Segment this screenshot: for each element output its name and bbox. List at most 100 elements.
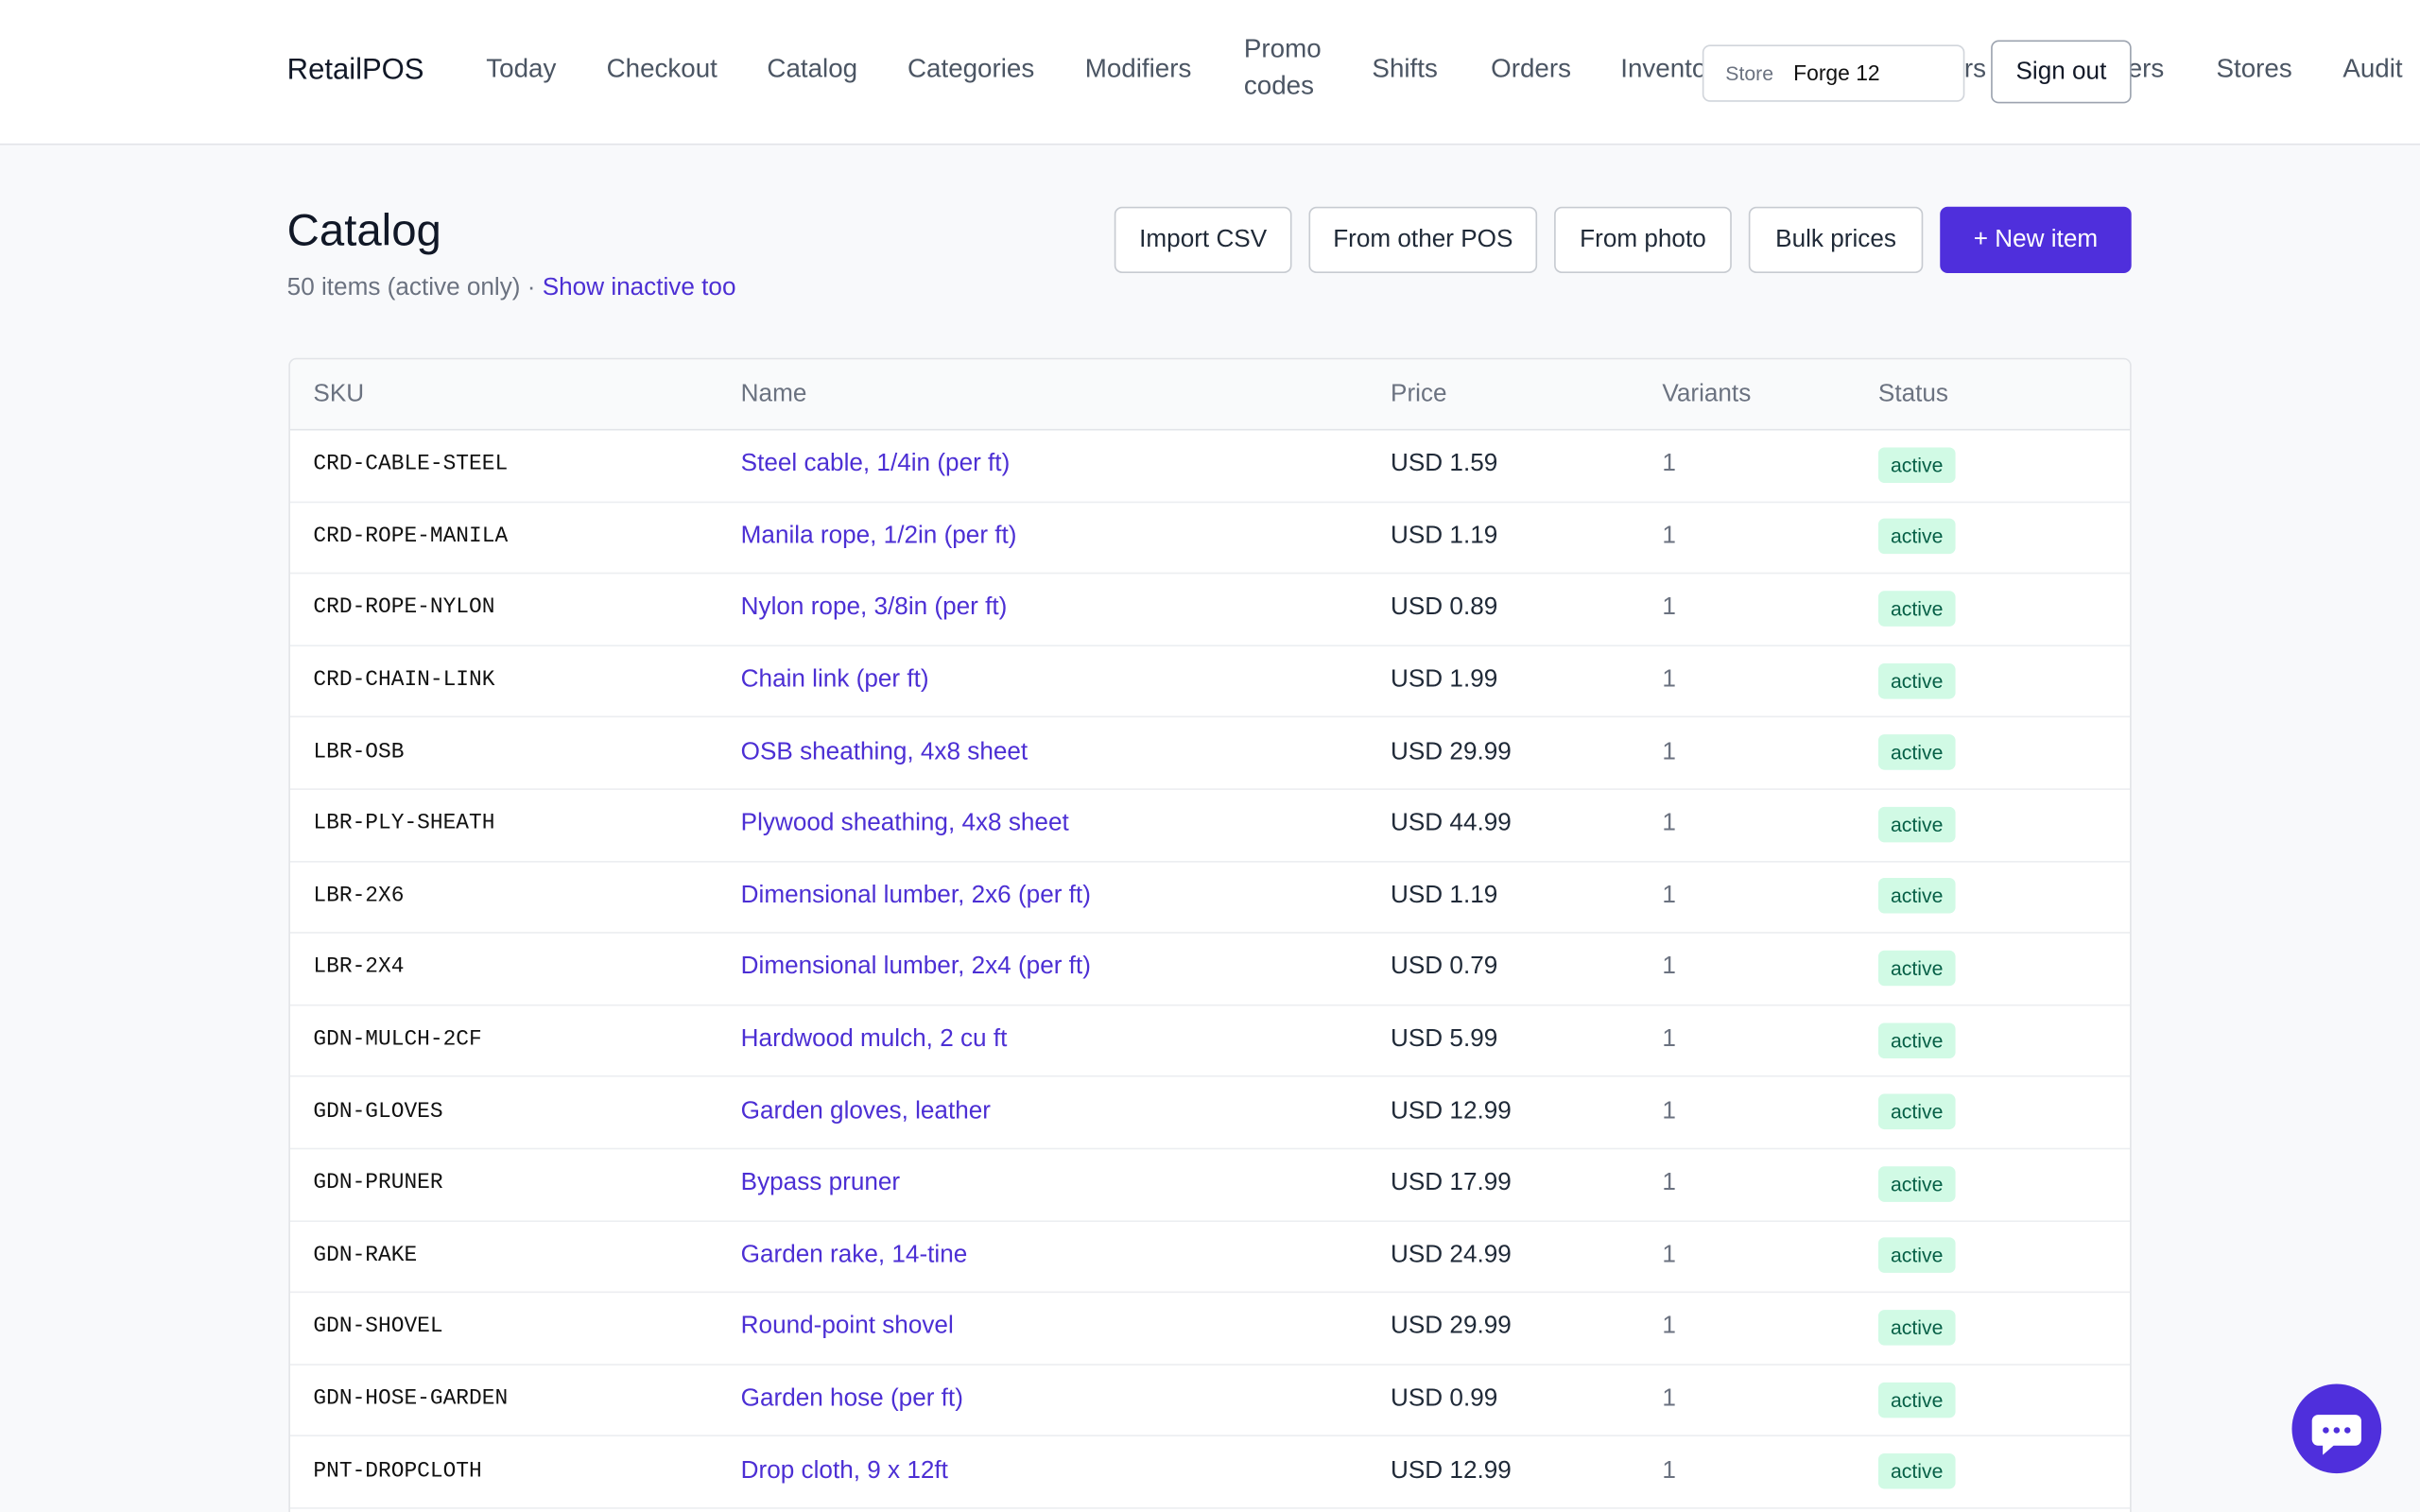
item-name[interactable]: Dimensional lumber, 2x4 (per ft) bbox=[740, 954, 1091, 981]
sku: GDN-PRUNER bbox=[313, 1171, 443, 1196]
status-cell: active bbox=[1877, 1220, 1956, 1292]
status-badge: active bbox=[1877, 519, 1956, 555]
item-name[interactable]: Nylon rope, 3/8in (per ft) bbox=[740, 594, 1008, 622]
status-badge: active bbox=[1877, 447, 1956, 483]
price: USD 12.99 bbox=[1391, 1457, 1512, 1485]
table-row: LBR-2X6 Dimensional lumber, 2x6 (per ft) U… bbox=[289, 860, 2131, 935]
table-row: CRD-ROPE-NYLON Nylon rope, 3/8in (per ft)… bbox=[289, 573, 2131, 646]
toolbar-button[interactable]: Import CSV bbox=[1114, 206, 1292, 273]
table-row: PNT-DROPCLOTH Drop cloth, 9 x 12ft USD 12.… bbox=[289, 1435, 2131, 1509]
table-row: CRD-CHAIN-LINK Chain link (per ft) USD 1.9… bbox=[289, 644, 2131, 718]
status-cell: active bbox=[1877, 1148, 1956, 1220]
table-row: LBR-OSB OSB sheathing, 4x8 sheet USD 29.99… bbox=[289, 716, 2131, 790]
status-cell: active bbox=[1877, 1364, 1956, 1435]
sku: GDN-RAKE bbox=[313, 1243, 418, 1268]
sku: GDN-GLOVES bbox=[313, 1099, 443, 1125]
sku: LBR-2X4 bbox=[313, 955, 405, 981]
price: USD 17.99 bbox=[1391, 1170, 1512, 1196]
price: USD 12.99 bbox=[1391, 1097, 1512, 1125]
table-row: LBR-PLY-SHEATH Plywood sheathing, 4x8 she… bbox=[289, 788, 2131, 862]
status-badge: active bbox=[1877, 1165, 1956, 1202]
status-badge: active bbox=[1877, 734, 1956, 770]
nav-link[interactable]: Today bbox=[486, 54, 557, 84]
toolbar-button[interactable]: Bulk prices bbox=[1748, 206, 1924, 273]
status-badge: active bbox=[1877, 1453, 1956, 1489]
variants: 1 bbox=[1662, 1385, 1676, 1413]
toolbar-button[interactable]: + New item bbox=[1940, 206, 2132, 273]
variants: 1 bbox=[1662, 1242, 1676, 1268]
nav-link[interactable]: Catalog bbox=[767, 54, 858, 84]
nav-link[interactable]: Promo codes bbox=[1243, 33, 1322, 101]
price: USD 0.89 bbox=[1391, 594, 1498, 622]
item-name[interactable]: Hardwood mulch, 2 cu ft bbox=[740, 1025, 1008, 1053]
price: USD 1.99 bbox=[1391, 666, 1498, 694]
brand[interactable]: RetailPOS bbox=[286, 54, 424, 87]
table-header: SKU Name Price Variants Status bbox=[289, 359, 2131, 431]
variants: 1 bbox=[1662, 1314, 1676, 1340]
sku: CRD-CHAIN-LINK bbox=[313, 668, 495, 694]
store-select[interactable]: Store Forge 12 bbox=[1702, 44, 1965, 102]
column-header: Variants bbox=[1662, 380, 1752, 407]
item-name[interactable]: Garden hose (per ft) bbox=[740, 1385, 963, 1413]
status-cell: active bbox=[1877, 501, 1956, 573]
header: RetailPOS Today Checkout Catalog Categories… bbox=[0, 0, 2420, 146]
nav-link[interactable]: Shifts bbox=[1372, 54, 1438, 84]
status-badge: active bbox=[1877, 1382, 1956, 1418]
table-row: GDN-HOSE-GARDEN Garden hose (per ft) USD 0… bbox=[289, 1364, 2131, 1437]
item-name[interactable]: OSB sheathing, 4x8 sheet bbox=[740, 738, 1028, 765]
store-label: Store bbox=[1725, 61, 1774, 85]
sku: GDN-MULCH-2CF bbox=[313, 1027, 482, 1053]
column-header: Price bbox=[1391, 380, 1447, 407]
status-cell: active bbox=[1877, 1076, 1956, 1148]
sku: LBR-PLY-SHEATH bbox=[313, 812, 495, 837]
item-name[interactable]: Chain link (per ft) bbox=[740, 666, 929, 694]
column-header: Status bbox=[1877, 380, 1948, 407]
item-name[interactable]: Round-point shovel bbox=[740, 1314, 954, 1340]
nav-link[interactable]: Checkout bbox=[606, 54, 717, 84]
sku: LBR-2X6 bbox=[313, 884, 405, 909]
item-name[interactable]: Bypass pruner bbox=[740, 1170, 901, 1196]
nav-link[interactable]: Stores bbox=[2216, 54, 2292, 84]
variants: 1 bbox=[1662, 666, 1676, 694]
price: USD 0.79 bbox=[1391, 954, 1498, 981]
status-badge: active bbox=[1877, 806, 1956, 843]
table-row: CRD-CABLE-STEEL Steel cable, 1/4in (per f… bbox=[289, 429, 2131, 503]
nav-link[interactable]: Audit bbox=[2342, 54, 2403, 84]
column-header: Name bbox=[740, 380, 807, 407]
nav-link[interactable]: Categories bbox=[907, 54, 1035, 84]
table-row: LBR-2X4 Dimensional lumber, 2x4 (per ft) U… bbox=[289, 932, 2131, 1006]
status-cell: active bbox=[1877, 429, 1956, 501]
toolbar-button[interactable]: From photo bbox=[1554, 206, 1732, 273]
variants: 1 bbox=[1662, 1097, 1676, 1125]
item-name[interactable]: Dimensional lumber, 2x6 (per ft) bbox=[740, 882, 1091, 909]
status-badge: active bbox=[1877, 878, 1956, 915]
price: USD 44.99 bbox=[1391, 810, 1512, 837]
nav-link[interactable]: Orders bbox=[1491, 54, 1571, 84]
toolbar-button[interactable]: From other POS bbox=[1308, 206, 1538, 273]
status-cell: active bbox=[1877, 644, 1956, 716]
nav-link[interactable]: Modifiers bbox=[1084, 54, 1192, 84]
subtitle: 50 items (active only) · Show inactive t… bbox=[287, 275, 736, 302]
sign-out-button[interactable]: Sign out bbox=[1991, 40, 2132, 104]
chat-button[interactable] bbox=[2291, 1383, 2382, 1474]
item-name[interactable]: Plywood sheathing, 4x8 sheet bbox=[740, 810, 1069, 837]
status-cell: active bbox=[1877, 573, 1956, 644]
table-row: GDN-PRUNER Bypass pruner USD 17.99 1 active bbox=[289, 1148, 2131, 1222]
catalog-table: SKU Name Price Variants Status CRD-CABLE-STEE… bbox=[288, 357, 2132, 1512]
variants: 1 bbox=[1662, 523, 1676, 550]
item-name[interactable]: Steel cable, 1/4in (per ft) bbox=[740, 451, 1011, 477]
item-name[interactable]: Drop cloth, 9 x 12ft bbox=[740, 1457, 948, 1485]
price: USD 1.19 bbox=[1391, 523, 1498, 550]
item-name[interactable]: Garden gloves, leather bbox=[740, 1097, 991, 1125]
item-name[interactable]: Garden rake, 14-tine bbox=[740, 1242, 968, 1268]
status-badge: active bbox=[1877, 1310, 1956, 1346]
status-badge: active bbox=[1877, 1093, 1956, 1130]
show-inactive-link[interactable]: Show inactive too bbox=[542, 274, 736, 301]
variants: 1 bbox=[1662, 882, 1676, 909]
price: USD 1.19 bbox=[1391, 882, 1498, 909]
table-row: CRD-ROPE-MANILA Manila rope, 1/2in (per f… bbox=[289, 501, 2131, 575]
variants: 1 bbox=[1662, 1170, 1676, 1196]
item-name[interactable]: Manila rope, 1/2in (per ft) bbox=[740, 523, 1017, 550]
status-cell: active bbox=[1877, 788, 1956, 860]
